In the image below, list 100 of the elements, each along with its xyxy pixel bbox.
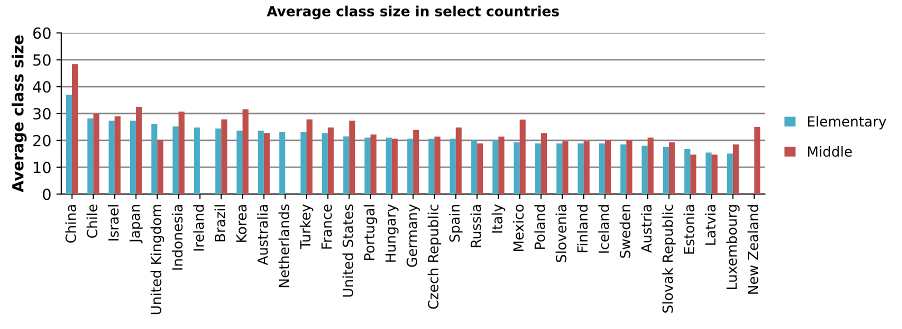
bar — [66, 94, 72, 194]
y-tick-label: 30 — [33, 108, 51, 120]
bar — [562, 141, 568, 194]
x-tick-label: Indonesia — [172, 205, 183, 270]
bar — [136, 107, 142, 194]
bar — [726, 154, 733, 194]
x-tick-label: France — [322, 204, 332, 249]
bar — [732, 144, 739, 194]
bar — [93, 114, 100, 194]
bar — [668, 142, 675, 194]
bar — [642, 146, 648, 194]
bar — [386, 138, 392, 194]
x-tick-label: Mexico — [512, 204, 524, 251]
bar — [712, 154, 718, 194]
bar — [258, 130, 264, 194]
bar — [584, 141, 590, 194]
x-tick-label: Luxembourg — [726, 205, 740, 290]
bar — [684, 148, 690, 194]
bar — [322, 133, 328, 194]
x-tick-label: Finland — [576, 205, 588, 252]
x-tick-label: Poland — [534, 205, 546, 249]
y-tick-label: 50 — [33, 54, 51, 66]
x-tick-label: Hungary — [386, 204, 399, 262]
bar — [604, 140, 611, 194]
bar — [599, 143, 605, 194]
bar — [130, 120, 136, 194]
x-tick-label: Czech Republic — [428, 204, 442, 309]
bar — [178, 112, 185, 194]
bar — [498, 136, 504, 194]
bar — [541, 133, 548, 194]
bar — [626, 140, 632, 194]
bar — [364, 138, 370, 194]
x-tick-label: Japan — [130, 205, 143, 244]
x-tick-label: United Kingdom — [150, 205, 164, 314]
bar — [514, 142, 520, 194]
x-tick-label: Korea — [236, 205, 247, 242]
x-tick-label: Latvia — [704, 205, 716, 245]
y-axis-title: Average class size — [12, 35, 27, 192]
bar — [706, 152, 712, 194]
x-tick-label: Iceland — [598, 205, 610, 253]
bar — [456, 127, 462, 194]
bar — [392, 138, 398, 194]
bar — [215, 128, 222, 194]
bar — [242, 109, 249, 194]
x-tick-label: China — [65, 205, 76, 243]
x-tick-label: Slovak Republic — [662, 204, 676, 313]
bar — [620, 144, 626, 194]
bar — [648, 138, 654, 194]
y-tick-label: 40 — [32, 81, 51, 93]
bar — [151, 124, 158, 194]
x-tick-label: Portugal — [364, 205, 378, 260]
bar — [492, 140, 498, 194]
x-tick-label: Chile — [86, 204, 98, 238]
legend-label: Middle — [808, 146, 852, 157]
bar — [279, 132, 286, 194]
bar — [349, 120, 356, 194]
bar — [108, 120, 115, 194]
bar — [477, 143, 484, 194]
bar — [343, 136, 350, 194]
bar — [264, 133, 270, 194]
x-tick-label: Ireland — [193, 205, 204, 250]
bar — [690, 154, 696, 194]
bar — [87, 118, 94, 194]
bar — [578, 143, 584, 194]
bar — [370, 134, 376, 194]
x-tick-label: Austria — [640, 205, 652, 253]
bar — [471, 140, 478, 194]
x-tick-label: Germany — [406, 204, 420, 267]
bar — [236, 130, 243, 194]
x-tick-label: Slovenia — [556, 205, 566, 262]
y-tick-label: 0 — [42, 188, 51, 200]
x-tick-label: Spain — [449, 205, 462, 242]
x-tick-label: Israel — [108, 205, 119, 240]
bar — [221, 119, 228, 194]
bar — [328, 127, 334, 194]
bar — [413, 130, 420, 194]
bar — [407, 138, 414, 194]
bar — [754, 126, 760, 194]
y-tick-label: 20 — [33, 134, 51, 146]
x-tick-label: Russia — [470, 205, 482, 248]
x-tick-label: United States — [342, 204, 354, 297]
legend-label: Elementary — [808, 116, 886, 130]
x-tick-label: Turkey — [300, 204, 314, 250]
bar — [306, 119, 312, 194]
bar — [520, 120, 526, 194]
bar — [114, 116, 121, 194]
y-tick-label: 60 — [33, 27, 51, 39]
bar — [556, 143, 562, 194]
x-tick-label: Netherlands — [278, 204, 290, 288]
bar — [450, 138, 456, 194]
x-tick-label: Estonia — [684, 205, 694, 254]
x-tick-label: Italy — [492, 204, 506, 233]
bar — [172, 126, 179, 194]
bar — [428, 138, 434, 194]
x-tick-label: New Zealand — [748, 205, 758, 294]
bar — [662, 146, 669, 194]
x-tick-label: Brazil — [214, 205, 226, 242]
bar — [300, 132, 307, 194]
bar — [535, 143, 542, 194]
chart-title: Average class size in select countries — [266, 6, 559, 20]
